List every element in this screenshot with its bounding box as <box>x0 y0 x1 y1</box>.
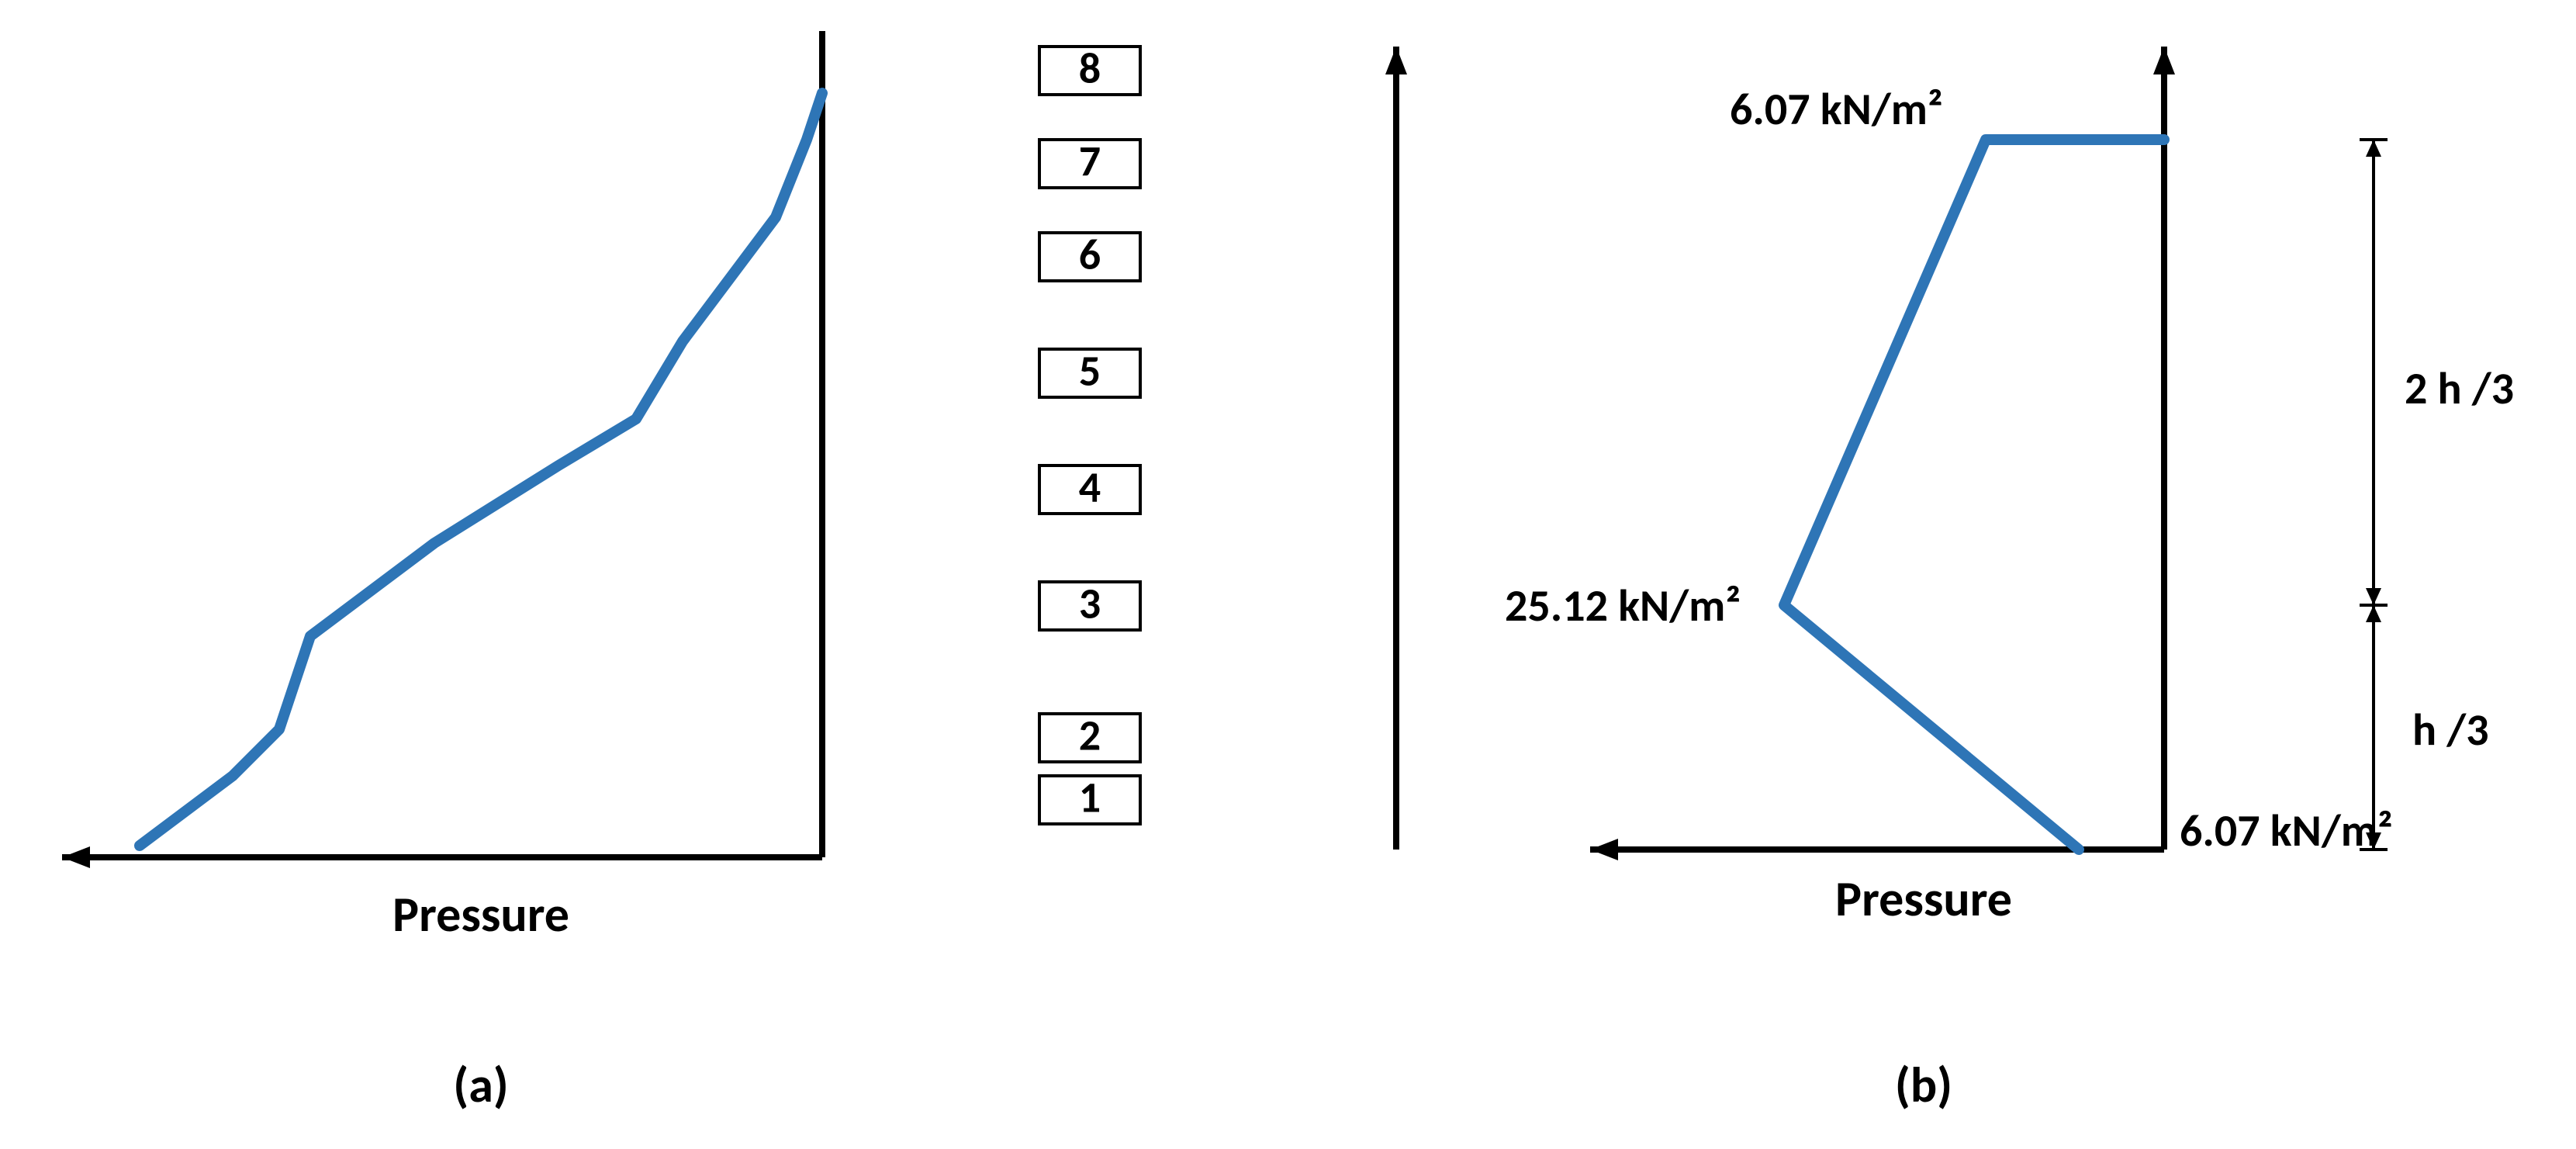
number-box-label: 3 <box>1079 578 1101 631</box>
number-box-4: 4 <box>1039 462 1140 514</box>
dim-label-upper: 2 h /3 <box>2405 361 2514 416</box>
number-box-1: 1 <box>1039 772 1140 825</box>
number-box-label: 7 <box>1079 136 1101 189</box>
right-x-axis-label: Pressure <box>1835 869 2012 929</box>
dim-label-lower: h /3 <box>2412 702 2489 757</box>
number-box-label: 6 <box>1079 229 1101 282</box>
number-box-6: 6 <box>1039 229 1140 282</box>
number-box-label: 5 <box>1079 345 1101 398</box>
number-box-label: 8 <box>1079 43 1101 95</box>
number-box-3: 3 <box>1039 578 1140 631</box>
number-box-label: 4 <box>1079 462 1101 514</box>
number-box-label: 1 <box>1079 772 1101 825</box>
left-sub-label: (a) <box>453 1055 508 1116</box>
number-box-8: 8 <box>1039 43 1140 95</box>
number-box-2: 2 <box>1039 710 1140 763</box>
number-box-5: 5 <box>1039 345 1140 398</box>
value-label-middle: 25.12 kN/m² <box>1505 578 1741 633</box>
number-box-7: 7 <box>1039 136 1140 189</box>
number-box-label: 2 <box>1079 710 1101 763</box>
right-sub-label: (b) <box>1895 1055 1952 1116</box>
value-label-top: 6.07 kN/m² <box>1730 81 1943 137</box>
left-x-axis-label: Pressure <box>392 884 569 945</box>
